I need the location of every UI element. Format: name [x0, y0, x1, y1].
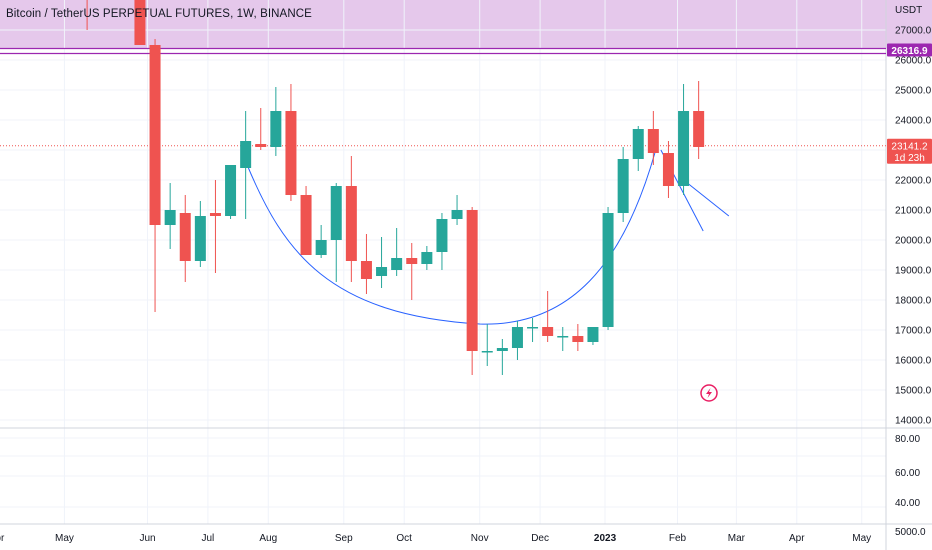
candle-body[interactable]	[451, 210, 463, 219]
candle-body[interactable]	[240, 141, 252, 168]
candle-body[interactable]	[134, 0, 146, 45]
candle-body[interactable]	[209, 213, 221, 216]
candle-body[interactable]	[315, 240, 327, 255]
price-tick-label: 17000.0	[895, 326, 932, 337]
handle-line-2	[683, 179, 730, 217]
price-tick-label: 27000.0	[895, 26, 932, 37]
price-tick-label: 20000.0	[895, 236, 932, 247]
countdown-label: 1d 23h	[894, 153, 925, 164]
candle-body[interactable]	[511, 327, 523, 348]
time-axis-label: Sep	[335, 533, 353, 544]
price-tick-label: 16000.0	[895, 356, 932, 367]
time-axis-label: 2023	[594, 533, 617, 544]
price-tick-label: 14000.0	[895, 416, 932, 427]
candle-body[interactable]	[496, 348, 508, 351]
candle-body[interactable]	[179, 213, 191, 261]
price-tick-label: 21000.0	[895, 206, 932, 217]
indicator-tick-label: 40.00	[895, 498, 920, 509]
cup-pattern-line	[246, 152, 656, 325]
lightning-bolt-icon	[706, 388, 712, 398]
candle-body[interactable]	[466, 210, 478, 351]
candle-body[interactable]	[345, 186, 357, 261]
candle-body[interactable]	[542, 327, 554, 336]
candle-body[interactable]	[149, 45, 161, 225]
candle-body[interactable]	[300, 195, 312, 255]
resistance-price-tag	[887, 43, 932, 57]
candle-body[interactable]	[164, 210, 176, 225]
candle-body[interactable]	[572, 336, 584, 342]
candle-body[interactable]	[225, 165, 237, 216]
candle-body[interactable]	[285, 111, 297, 195]
candle-body[interactable]	[557, 336, 569, 338]
time-axis-label: Mar	[728, 533, 746, 544]
chart-title: Bitcoin / TetherUS PERPETUAL FUTURES, 1W…	[6, 8, 312, 20]
candle-body[interactable]	[632, 129, 644, 159]
resistance-price-label: 26316.9	[891, 46, 928, 57]
candle-body[interactable]	[360, 261, 372, 279]
price-tick-label: 25000.0	[895, 86, 932, 97]
price-tick-label: 18000.0	[895, 296, 932, 307]
price-tick-label: 15000.0	[895, 386, 932, 397]
price-tick-label: 26000.0	[895, 56, 932, 67]
currency-label: USDT	[895, 5, 922, 16]
candle-body[interactable]	[391, 258, 403, 270]
candle-body[interactable]	[647, 129, 659, 153]
candle-body[interactable]	[587, 327, 599, 342]
candle-body[interactable]	[406, 258, 418, 264]
candle-body[interactable]	[678, 111, 690, 186]
resistance-zone-axis	[886, 0, 932, 49]
lightning-badge-icon	[700, 384, 718, 402]
time-axis-label: Apr	[789, 533, 805, 544]
time-axis-label: May	[852, 533, 871, 544]
indicator-tick-label: 80.00	[895, 434, 920, 445]
time-axis-label: Dec	[531, 533, 549, 544]
time-axis-label: Apr	[0, 533, 5, 544]
price-tick-label: 19000.0	[895, 266, 932, 277]
candle-body[interactable]	[436, 219, 448, 252]
candle-body[interactable]	[693, 111, 705, 147]
candle-body[interactable]	[270, 111, 282, 147]
time-axis-label: Nov	[471, 533, 489, 544]
candle-body[interactable]	[527, 327, 539, 329]
time-axis-label: Feb	[669, 533, 687, 544]
time-axis-label: Aug	[259, 533, 277, 544]
candle-body[interactable]	[255, 144, 267, 147]
indicator-tick-label: 5000.0	[895, 527, 926, 538]
candle-body[interactable]	[330, 186, 342, 240]
indicator-tick-label: 60.00	[895, 468, 920, 479]
time-axis-label: Oct	[396, 533, 412, 544]
current-price-label: 23141.2	[891, 141, 928, 152]
candle-body[interactable]	[662, 153, 674, 186]
candle-body[interactable]	[617, 159, 629, 213]
candle-body[interactable]	[481, 351, 493, 353]
candle-body[interactable]	[421, 252, 433, 264]
price-tick-label: 22000.0	[895, 176, 932, 187]
price-tick-label: 24000.0	[895, 116, 932, 127]
candle-body[interactable]	[376, 267, 388, 276]
candle-body[interactable]	[602, 213, 614, 327]
current-price-tag	[887, 138, 932, 164]
candle-body[interactable]	[194, 216, 206, 261]
time-axis-label: May	[55, 533, 74, 544]
time-axis-label: Jul	[202, 533, 215, 544]
time-axis-label: Jun	[139, 533, 155, 544]
